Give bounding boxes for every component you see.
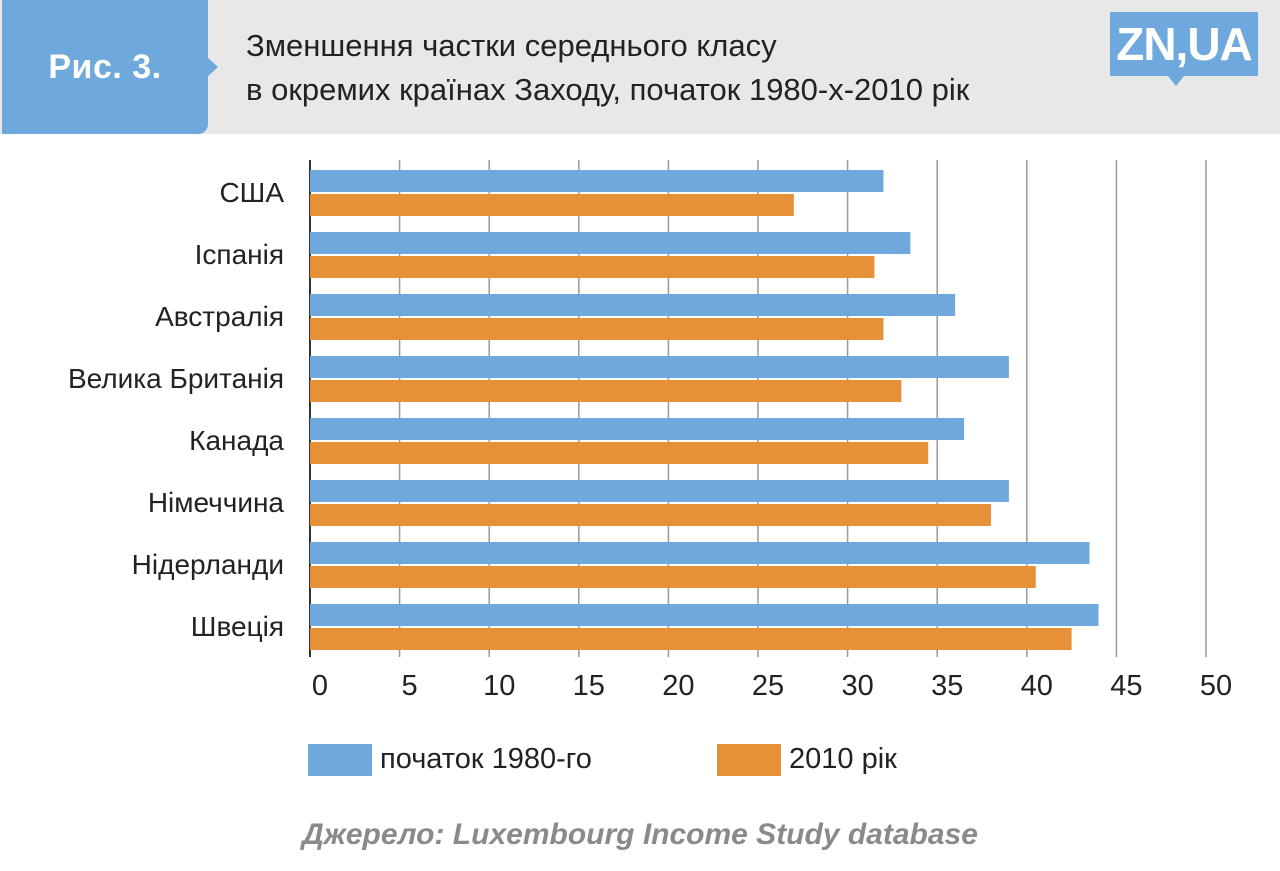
x-axis-ticks: 0 5 10 15 20 25 30 35 40 45 50 — [312, 670, 1232, 702]
chart-title-line-1: Зменшення частки середнього класу — [246, 28, 777, 63]
bars — [310, 170, 1099, 650]
bar-1980-6 — [310, 542, 1090, 564]
category-labels: США Іспанія Австралія Велика Британія Канада… — [68, 177, 284, 642]
bar-2010-6 — [310, 566, 1036, 588]
bar-2010-2 — [310, 318, 884, 340]
bar-1980-3 — [310, 356, 1009, 378]
source-note: Джерело: Luxembourg Income Study databas… — [302, 818, 978, 851]
x-tick-label-45: 45 — [1110, 670, 1142, 702]
legend-swatch-1980 — [308, 744, 372, 776]
x-tick-label-0: 0 — [312, 670, 328, 702]
bar-1980-2 — [310, 294, 956, 316]
x-tick-label-15: 15 — [573, 670, 605, 702]
logo-text: ZN,UA — [1116, 18, 1253, 70]
x-tick-label-40: 40 — [1021, 670, 1053, 702]
chart-title: Зменшення частки середнього класу в окре… — [246, 24, 1086, 112]
bar-1980-7 — [310, 604, 1099, 626]
bar-1980-0 — [310, 170, 884, 192]
category-label-6: Нідерланди — [132, 549, 284, 580]
legend-label-1980: початок 1980-го — [380, 743, 592, 775]
category-label-7: Швеція — [191, 611, 284, 642]
x-tick-label-35: 35 — [931, 670, 963, 702]
legend-label-2010: 2010 рік — [789, 743, 897, 775]
bar-2010-3 — [310, 380, 902, 402]
bar-1980-1 — [310, 232, 911, 254]
category-label-4: Канада — [189, 425, 284, 456]
x-tick-label-50: 50 — [1200, 670, 1232, 702]
bar-2010-0 — [310, 194, 794, 216]
bar-1980-5 — [310, 480, 1009, 502]
bar-chart: США Іспанія Австралія Велика Британія Канада… — [68, 160, 1232, 702]
bar-2010-1 — [310, 256, 875, 278]
bar-2010-4 — [310, 442, 929, 464]
bar-1980-4 — [310, 418, 965, 440]
category-label-3: Велика Британія — [68, 363, 284, 394]
legend-item-1980: початок 1980-го — [308, 743, 628, 778]
legend-swatch-2010 — [717, 744, 781, 776]
logo-tail-icon — [1168, 76, 1184, 86]
bar-2010-7 — [310, 628, 1072, 650]
figure-label-badge: Рис. 3. — [2, 0, 208, 134]
figure-label-arrow — [206, 56, 218, 78]
bar-2010-5 — [310, 504, 991, 526]
category-label-5: Німеччина — [148, 487, 285, 518]
legend-item-2010: 2010 рік — [717, 743, 977, 778]
x-tick-label-10: 10 — [483, 670, 515, 702]
figure-label: Рис. 3. — [48, 48, 162, 86]
zn-ua-logo: ZN,UA — [1110, 12, 1258, 76]
chart-title-line-2: в окремих країнах Заходу, початок 1980-х… — [246, 72, 970, 107]
x-tick-label-20: 20 — [662, 670, 694, 702]
category-label-0: США — [219, 177, 284, 208]
category-label-1: Іспанія — [195, 239, 284, 270]
category-label-2: Австралія — [155, 301, 284, 332]
x-tick-label-5: 5 — [402, 670, 418, 702]
x-tick-label-25: 25 — [752, 670, 784, 702]
x-tick-label-30: 30 — [841, 670, 873, 702]
